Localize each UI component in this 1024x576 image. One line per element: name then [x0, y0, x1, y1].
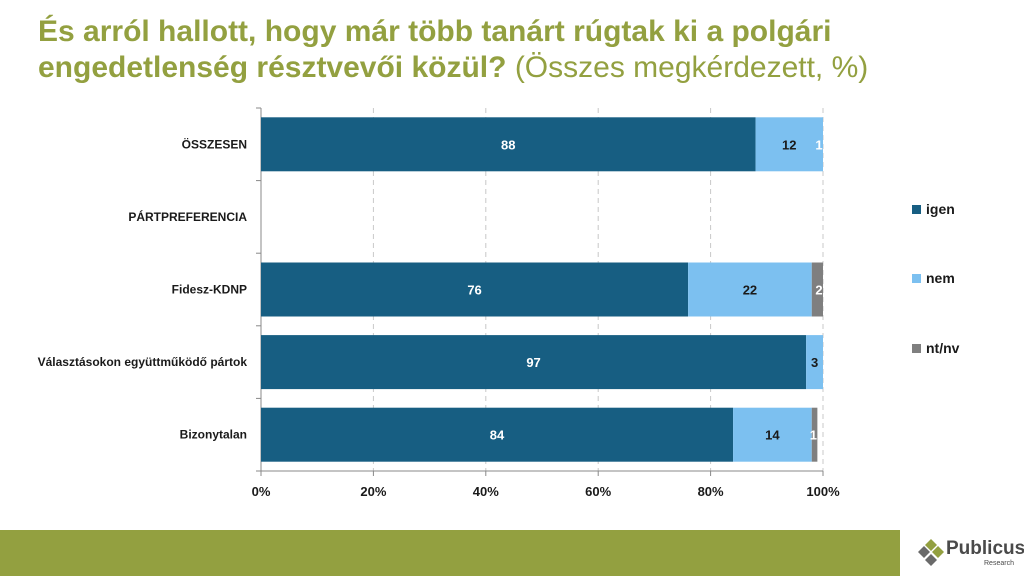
data-label: 12 [782, 137, 796, 152]
chart-title-note: (Összes megkérdezett, %) [506, 51, 869, 84]
chart-title-main: És arról hallott, hogy már több tanárt r… [38, 15, 832, 84]
bar-segment-nem [733, 407, 812, 462]
category-label: Fidesz-KDNP [172, 283, 247, 297]
category-label: Választásokon együttműködő pártok [38, 355, 248, 369]
legend-item-nem: nem [912, 270, 955, 286]
data-label: 3 [811, 355, 818, 370]
category-label: PÁRTPREFERENCIA [128, 209, 247, 224]
x-tick-label: 40% [473, 484, 499, 499]
x-tick-label: 60% [585, 484, 611, 499]
legend-swatch-nem [912, 273, 921, 283]
bar-segment-nem [755, 117, 823, 172]
bar-segment-igen [261, 262, 689, 317]
x-tick-label: 0% [252, 484, 271, 499]
legend-item-igen: igen [912, 201, 955, 217]
bar-segment-ntnv [811, 407, 818, 462]
stacked-bar-chart: 0% 20% 40% 60% 80% 100%ÖSSZESEN 88 12 1PÁRTPREFE… [38, 107, 840, 499]
legend-label-nem: nem [926, 270, 955, 286]
x-tick-label: 80% [698, 484, 724, 499]
bar-segment-ntnv [811, 262, 823, 317]
bar-segment-nem [806, 335, 823, 390]
data-label: 2 [815, 283, 822, 298]
legend-label-ntnv: nt/nv [926, 340, 960, 356]
data-label: 76 [467, 283, 481, 298]
logo-sub: Research [984, 560, 1014, 567]
legend-swatch-ntnv [912, 343, 921, 353]
data-label: 88 [501, 137, 515, 152]
legend-label-igen: igen [926, 201, 955, 217]
data-label: 22 [743, 283, 757, 298]
x-tick-label: 20% [360, 484, 386, 499]
category-label: Bizonytalan [180, 428, 247, 442]
bar-segment-igen [261, 335, 807, 390]
data-label: 14 [765, 428, 780, 443]
x-tick-label: 100% [806, 484, 840, 499]
data-label: 97 [526, 355, 540, 370]
publicus-logo: Publicus Research [916, 536, 1024, 572]
logo-name: Publicus [946, 538, 1024, 559]
data-label: 1 [810, 428, 817, 443]
bar-segment-igen [261, 117, 756, 172]
bar-segment-nem [688, 262, 812, 317]
chart-title: És arról hallott, hogy már több tanárt r… [38, 14, 998, 86]
footer-band [0, 530, 900, 576]
legend-item-ntnv: nt/nv [912, 340, 959, 356]
bar-segment-igen [261, 407, 734, 462]
data-label: 84 [490, 428, 505, 443]
category-label: ÖSSZESEN [182, 136, 247, 151]
data-label: 1 [815, 137, 822, 152]
logo-mark-icon [918, 539, 944, 566]
legend-swatch-igen [912, 204, 921, 214]
